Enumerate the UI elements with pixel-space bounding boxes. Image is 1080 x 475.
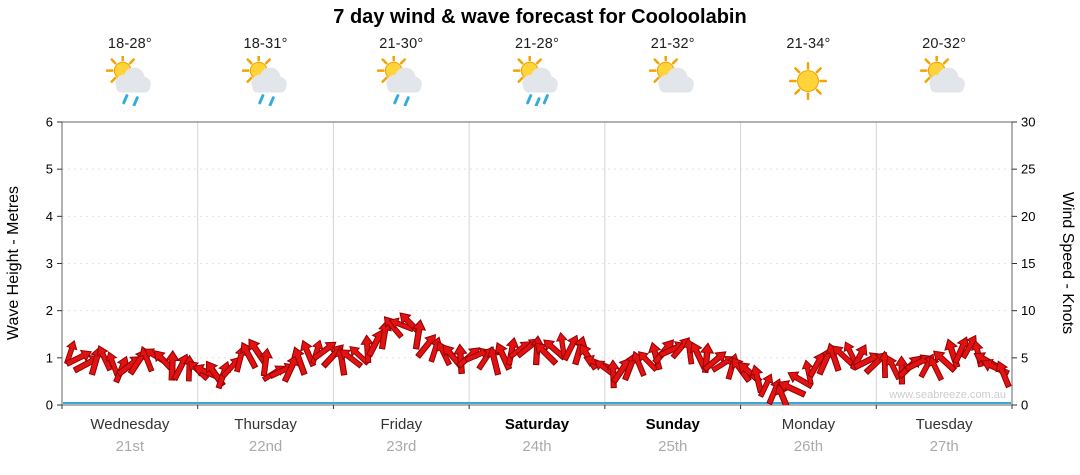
day-label: Tuesday 27th (876, 416, 1012, 455)
wind-arrow (606, 359, 620, 389)
day-name: Wednesday (90, 416, 170, 433)
day-column: 21-28° (469, 36, 605, 108)
day-headers: 18-28° 18-31° 21-30° 21-28° 21-32° 21-34… (62, 36, 1012, 108)
day-label: Friday 23rd (333, 416, 469, 455)
day-name: Friday (380, 416, 423, 433)
axis-ticks: 0 1 2 3 4 5 6 0 5 10 15 20 25 30 (46, 115, 1036, 413)
day-column: 21-32° (605, 36, 741, 106)
wind-arrow (995, 360, 1012, 389)
day-column: 20-32° (876, 36, 1012, 106)
weather-icon (783, 56, 833, 106)
temperature-range: 21-32° (650, 36, 695, 52)
wind-arrow (65, 349, 92, 367)
weather-icon (512, 53, 562, 108)
wind-arrow (339, 349, 364, 369)
day-label: Wednesday 21st (62, 416, 198, 455)
day-column: 21-34° (741, 36, 877, 106)
left-axis-tick-label: 0 (46, 398, 53, 413)
weather-icon (919, 53, 969, 106)
right-axis-tick-label: 5 (1021, 350, 1028, 365)
wind-arrow (96, 345, 113, 372)
wind-arrow (291, 346, 308, 376)
day-labels: Wednesday 21st Thursday 22nd Friday 23rd… (62, 416, 1012, 455)
wind-arrow (928, 356, 945, 382)
page-title: 7 day wind & wave forecast for Cooloolab… (333, 6, 747, 28)
wind-arrow (801, 359, 814, 385)
day-date: 27th (929, 438, 959, 455)
temperature-range: 18-31° (243, 36, 288, 52)
right-axis-tick-label: 10 (1021, 303, 1035, 318)
day-label: Thursday 22nd (198, 416, 334, 455)
wind-arrow (774, 383, 792, 405)
day-date: 24th (522, 438, 552, 455)
weather-icon (648, 53, 698, 106)
left-axis-tick-label: 4 (46, 209, 53, 224)
temperature-range: 20-32° (922, 36, 967, 52)
left-axis-tick-label: 1 (46, 350, 53, 365)
day-date: 23rd (386, 438, 417, 455)
wind-arrow (453, 343, 468, 375)
wind-arrow (486, 346, 502, 376)
weather-icon (241, 53, 291, 107)
day-column: 18-28° (62, 36, 198, 107)
temperature-range: 21-34° (786, 36, 831, 52)
day-label: Monday 26th (741, 416, 877, 455)
left-axis-tick-label: 2 (46, 303, 53, 318)
wind-arrow (505, 336, 520, 366)
day-label: Saturday 24th (469, 416, 605, 455)
wind-arrow (933, 350, 957, 373)
day-name: Thursday (234, 416, 297, 433)
wind-arrow (411, 318, 427, 350)
wind-arrow (787, 371, 814, 390)
wind-arrow (637, 351, 659, 373)
temperature-range: 18-28° (107, 36, 152, 52)
day-name: Saturday (504, 416, 570, 433)
right-axis-tick-label: 25 (1021, 162, 1035, 177)
left-axis-tick-label: 5 (46, 162, 53, 177)
wind-arrow (311, 341, 337, 362)
wind-arrows (64, 312, 1012, 405)
day-name: Sunday (645, 416, 700, 433)
day-label: Sunday 25th (605, 416, 741, 455)
wind-arrow (777, 380, 807, 398)
temperature-range: 21-28° (514, 36, 560, 52)
temperature-range: 21-30° (379, 36, 424, 52)
right-axis-title: Wind Speed - Knots (1059, 192, 1076, 334)
day-date: 26th (793, 438, 824, 455)
day-name: Monday (781, 416, 836, 433)
left-axis-tick-label: 3 (46, 256, 53, 271)
day-date: 22nd (248, 438, 283, 455)
wind-arrow (758, 373, 774, 398)
day-name: Tuesday (915, 416, 973, 433)
day-column: 18-31° (198, 36, 334, 107)
wind-arrow (378, 319, 392, 350)
right-axis-tick-label: 15 (1021, 256, 1035, 271)
day-date: 25th (658, 438, 688, 455)
wind-arrow (259, 347, 273, 377)
weather-icon (376, 53, 426, 107)
right-axis-tick-label: 30 (1021, 115, 1035, 130)
day-date: 21st (115, 438, 145, 455)
right-axis-tick-label: 0 (1021, 398, 1028, 413)
wind-arrow (699, 342, 715, 374)
right-axis-tick-label: 20 (1021, 209, 1035, 224)
watermark: www.seabreeze.com.au (888, 389, 1006, 401)
wind-arrow (349, 346, 371, 366)
left-axis-tick-label: 6 (46, 115, 53, 130)
weather-icon (105, 53, 155, 107)
left-axis-title: Wave Height - Metres (5, 186, 22, 340)
day-column: 21-30° (333, 36, 469, 107)
